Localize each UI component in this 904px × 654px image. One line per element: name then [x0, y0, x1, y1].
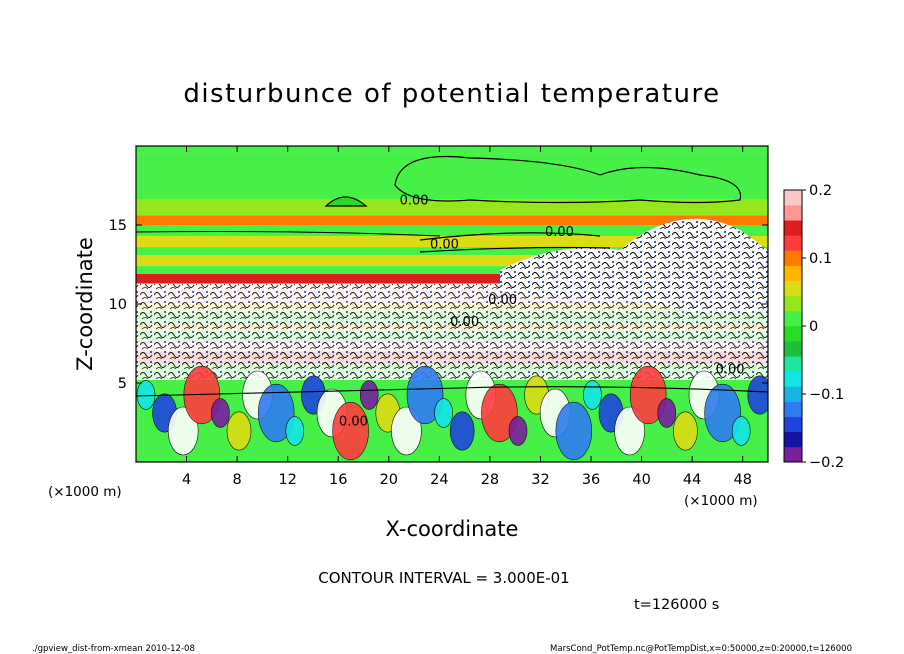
- x-unit-label-right: (×1000 m): [684, 493, 758, 509]
- colorbar-swatch: [784, 401, 802, 417]
- turbulent-zone: [136, 218, 768, 380]
- color-band: [136, 225, 768, 237]
- colorbar-swatch: [784, 265, 802, 281]
- x-tick-label: 4: [182, 472, 191, 488]
- x-tick-label: 32: [531, 472, 549, 488]
- colorbar-swatch: [784, 280, 802, 297]
- eddy-patch: [481, 383, 518, 443]
- colorbar-ticks: 0.2 0.1 0 −0.1 −0.2: [802, 183, 844, 471]
- color-band: [136, 146, 768, 154]
- x-tick-label: 24: [430, 472, 448, 488]
- colorbar-tick-label: −0.1: [809, 387, 844, 403]
- eddy-patch: [226, 411, 252, 451]
- x-tick-label: 36: [582, 472, 600, 488]
- y-tick-label: 15: [109, 218, 127, 234]
- eddy-patch: [704, 383, 741, 443]
- eddy-patch: [508, 416, 528, 446]
- x-axis-label: X-coordinate: [386, 517, 519, 541]
- colorbar-swatch: [784, 446, 802, 463]
- color-band: [136, 273, 768, 284]
- colorbar-swatch: [784, 190, 802, 206]
- eddy-patch: [434, 398, 453, 428]
- color-band: [136, 215, 768, 225]
- eddy-patch: [285, 416, 305, 446]
- colorbar-swatch: [784, 431, 802, 448]
- contour-label: 0.00: [488, 293, 517, 308]
- eddy-patch: [747, 375, 768, 415]
- y-axis-label: Z-coordinate: [73, 237, 97, 371]
- eddy-patch: [449, 411, 475, 451]
- x-axis-ticks: 4 8 12 16 20 24 28 32 36 40 44 48: [182, 146, 752, 488]
- eddy-patch: [657, 398, 677, 428]
- eddy-patch: [136, 380, 156, 410]
- color-band: [136, 247, 768, 256]
- x-tick-label: 20: [380, 472, 398, 488]
- contour-label: 0.00: [716, 363, 745, 378]
- y-tick-label: 5: [118, 376, 127, 392]
- colorbar-swatch: [784, 205, 802, 221]
- colorbar-swatch: [784, 250, 802, 266]
- eddy-patch: [391, 406, 422, 456]
- eddy-patch: [614, 406, 645, 456]
- y-tick-label: 10: [109, 297, 127, 313]
- x-tick-label: 44: [683, 472, 701, 488]
- x-tick-label: 8: [233, 472, 242, 488]
- eddy-patch: [673, 411, 698, 451]
- colorbar-tick-label: 0: [809, 319, 818, 335]
- eddy-patch: [583, 380, 602, 410]
- color-band: [136, 236, 768, 248]
- colorbar-swatch: [784, 341, 802, 357]
- colorbar: [784, 190, 802, 463]
- x-tick-label: 12: [278, 472, 296, 488]
- colorbar-swatch: [784, 416, 802, 433]
- colorbar-swatch: [784, 310, 802, 327]
- time-label: t=126000 s: [634, 597, 719, 613]
- colorbar-swatch: [784, 295, 802, 312]
- colorbar-swatch: [784, 220, 802, 236]
- y-axis-ticks: 5 10 15: [109, 218, 768, 392]
- footer-left: ./gpview_dist-from-xmean 2010-12-08: [32, 644, 195, 654]
- contour-lines: [136, 155, 768, 397]
- eddy-patch: [167, 406, 199, 456]
- colorbar-swatch: [784, 326, 802, 342]
- x-tick-label: 16: [329, 472, 347, 488]
- eddy-patch: [555, 401, 593, 461]
- eddy-patch: [257, 383, 295, 443]
- colorbar-swatch: [784, 356, 802, 372]
- x-unit-label: (×1000 m): [48, 484, 122, 500]
- x-tick-label: 48: [733, 472, 751, 488]
- contour-labels: 0.00 0.00 0.00 0.00 0.00 0.00 0.00: [339, 193, 745, 429]
- contour-label: 0.00: [545, 225, 574, 240]
- eddy-patch: [359, 380, 379, 410]
- color-band: [136, 255, 768, 267]
- x-tick-label: 28: [481, 472, 499, 488]
- eddy-patch: [332, 401, 369, 461]
- plot-area: 0.00 0.00 0.00 0.00 0.00 0.00 0.00: [136, 146, 768, 462]
- contour-interval-text: CONTOUR INTERVAL = 3.000E-01: [318, 569, 569, 587]
- footer-right: MarsCond_PotTemp.nc@PotTempDist,x=0:5000…: [550, 644, 852, 654]
- color-band: [136, 266, 768, 274]
- colorbar-swatch: [784, 371, 802, 387]
- eddy-patch: [731, 416, 751, 446]
- eddy-patch: [629, 365, 667, 425]
- colorbar-tick-label: 0.2: [809, 183, 832, 199]
- color-band: [136, 153, 768, 200]
- chart-title: disturbunce of potential temperature: [183, 79, 720, 109]
- eddy-patch: [406, 365, 444, 425]
- colorbar-tick-label: −0.2: [809, 455, 844, 471]
- x-tick-label: 40: [632, 472, 650, 488]
- contour-label: 0.00: [430, 238, 459, 253]
- eddy-patch: [211, 398, 230, 428]
- contour-label: 0.00: [339, 415, 368, 430]
- colorbar-swatch: [784, 386, 802, 402]
- color-band: [136, 199, 768, 216]
- convective-eddies: [136, 365, 768, 461]
- colorbar-swatch: [784, 235, 802, 251]
- contour-label: 0.00: [400, 193, 429, 208]
- colorbar-tick-label: 0.1: [809, 251, 832, 267]
- contour-label: 0.00: [450, 315, 479, 330]
